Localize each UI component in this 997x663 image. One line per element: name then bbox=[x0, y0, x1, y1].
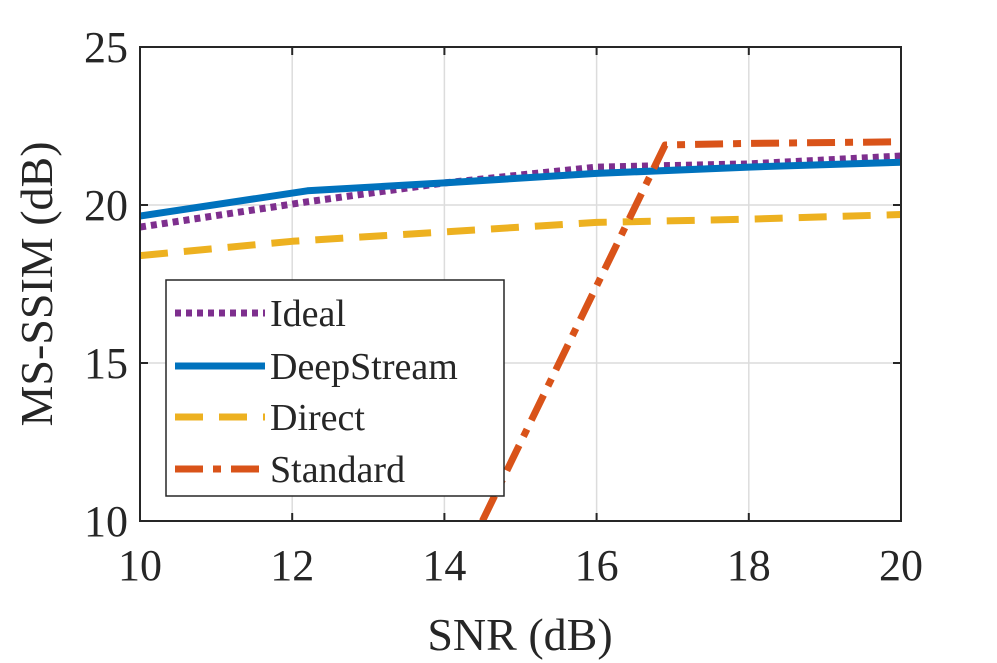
series-line-direct bbox=[140, 211, 901, 260]
ticks: 10 12 14 16 18 20 10 15 20 25 bbox=[84, 23, 923, 590]
x-tick-label: 18 bbox=[727, 541, 771, 590]
x-tick-label: 20 bbox=[879, 541, 923, 590]
series-line-standard bbox=[479, 138, 901, 521]
series-line-ideal bbox=[140, 152, 901, 231]
y-tick-label: 20 bbox=[84, 181, 128, 230]
x-axis-label: SNR (dB) bbox=[427, 609, 612, 660]
legend-label-direct: Direct bbox=[270, 397, 365, 439]
legend-label-ideal: Ideal bbox=[270, 293, 346, 335]
x-tick-label: 12 bbox=[270, 541, 314, 590]
y-tick-label: 15 bbox=[84, 339, 128, 388]
y-tick-label: 10 bbox=[84, 497, 128, 546]
legend-label-deepstream: DeepStream bbox=[270, 346, 458, 388]
legend: Ideal DeepStream Direct Standard bbox=[165, 279, 505, 497]
series-line-deepstream bbox=[140, 158, 901, 220]
x-tick-label: 10 bbox=[118, 541, 162, 590]
x-tick-label: 14 bbox=[422, 541, 466, 590]
y-tick-label: 25 bbox=[84, 23, 128, 72]
plot-area-frame bbox=[139, 46, 902, 522]
series-layer bbox=[140, 138, 901, 521]
y-axis-label: MS-SSIM (dB) bbox=[11, 141, 62, 426]
legend-label-standard: Standard bbox=[270, 449, 405, 491]
x-tick-label: 16 bbox=[575, 541, 619, 590]
